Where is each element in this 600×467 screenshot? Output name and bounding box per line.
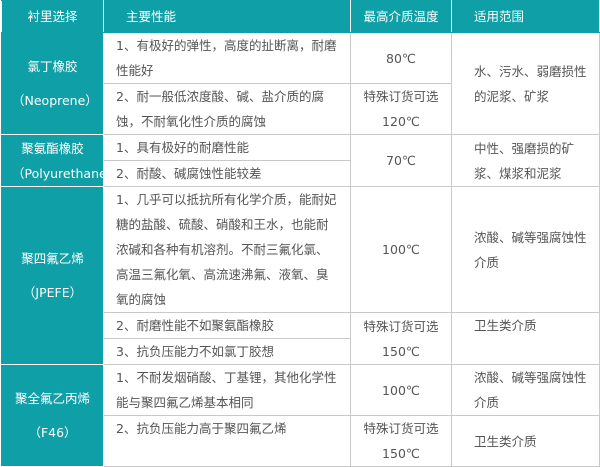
property-cell: 1、几乎可以抵抗所有化学介质，能耐妃糖的盐酸、硫酸、硝酸和王水，也能耐浓碱和各种… [103, 186, 351, 313]
scope-cell: 浓酸、碱等强腐蚀性介质 [451, 186, 600, 313]
table-row: 2、耐磨性能不如聚氨酯橡胶 特殊订货可选 150℃ 卫生类介质 [2, 312, 600, 365]
lining-cell: 氯丁橡胶 （Neoprene） [1, 32, 104, 135]
table-row: 聚氨酯橡胶 （Polyurethane） 1、具有极好的耐磨性能 70℃ 中性、强… [1, 134, 600, 187]
table-row: 氯丁橡胶 （Neoprene） 1、有极好的弹性，高度的扯断离，耐磨性能好 80℃… [1, 32, 600, 135]
table-row: 聚四氟乙烯 （JPEFE） 1、几乎可以抵抗所有化学介质，能耐妃糖的盐酸、硫酸、硝… [1, 186, 600, 365]
header-properties: 主要性能 [103, 0, 351, 33]
header-scope: 适用范围 [451, 0, 600, 33]
property-cell: 2、抗负压能力高于聚四氟乙烯 [103, 415, 351, 467]
temp-cell: 100℃ [350, 186, 452, 313]
header-row: 衬里选择 主要性能 最高介质温度 适用范围 [1, 0, 600, 33]
scope-cell: 卫生类介质 [451, 415, 600, 467]
table-row: 2、耐酸、碱腐蚀性能较差 [2, 160, 600, 187]
temp-cell: 80℃ [350, 32, 452, 84]
property-cell: 1、不耐发烟硝酸、丁基锂，其他化学性能与聚四氟乙烯基本相同 [103, 364, 351, 416]
scope-cell: 水、污水、弱磨损性的泥浆、矿浆 [451, 32, 600, 135]
property-cell: 2、耐酸、碱腐蚀性能较差 [103, 160, 351, 187]
temp-cell: 70℃ [350, 134, 452, 187]
scope-cell: 中性、强磨损的矿浆、煤浆和泥浆 [451, 134, 600, 187]
table-row: 2、耐一般低浓度酸、碱、盐介质的腐蚀，不耐氧化性介质的腐蚀 特殊订货可选 120℃ [2, 83, 600, 135]
temp-cell: 特殊订货可选 120℃ [350, 83, 452, 135]
lining-cell: 聚四氟乙烯 （JPEFE） [1, 186, 104, 365]
property-cell: 1、具有极好的耐磨性能 [103, 134, 351, 161]
property-cell: 2、耐一般低浓度酸、碱、盐介质的腐蚀，不耐氧化性介质的腐蚀 [103, 83, 351, 135]
temp-cell: 特殊订货可选 150℃ [350, 312, 452, 365]
table-row: 3、抗负压能力不如氯丁胶想 [2, 338, 600, 365]
scope-cell: 浓酸、碱等强腐蚀性介质 [451, 364, 600, 416]
header-max-temp: 最高介质温度 [350, 0, 452, 33]
property-cell: 3、抗负压能力不如氯丁胶想 [103, 338, 351, 365]
property-cell: 1、有极好的弹性，高度的扯断离，耐磨性能好 [103, 32, 351, 84]
property-cell: 2、耐磨性能不如聚氨酯橡胶 [103, 312, 351, 339]
table-row: 聚全氟乙丙烯 （F46） 1、不耐发烟硝酸、丁基锂，其他化学性能与聚四氟乙烯基本相… [1, 364, 600, 467]
temp-cell: 100℃ [350, 364, 452, 416]
lining-cell: 聚全氟乙丙烯 （F46） [1, 364, 104, 467]
lining-cell: 聚氨酯橡胶 （Polyurethane） [1, 134, 119, 187]
temp-cell: 特殊订货可选 150℃ [350, 415, 452, 467]
header-lining: 衬里选择 [1, 0, 104, 33]
scope-cell: 卫生类介质 [451, 312, 600, 365]
